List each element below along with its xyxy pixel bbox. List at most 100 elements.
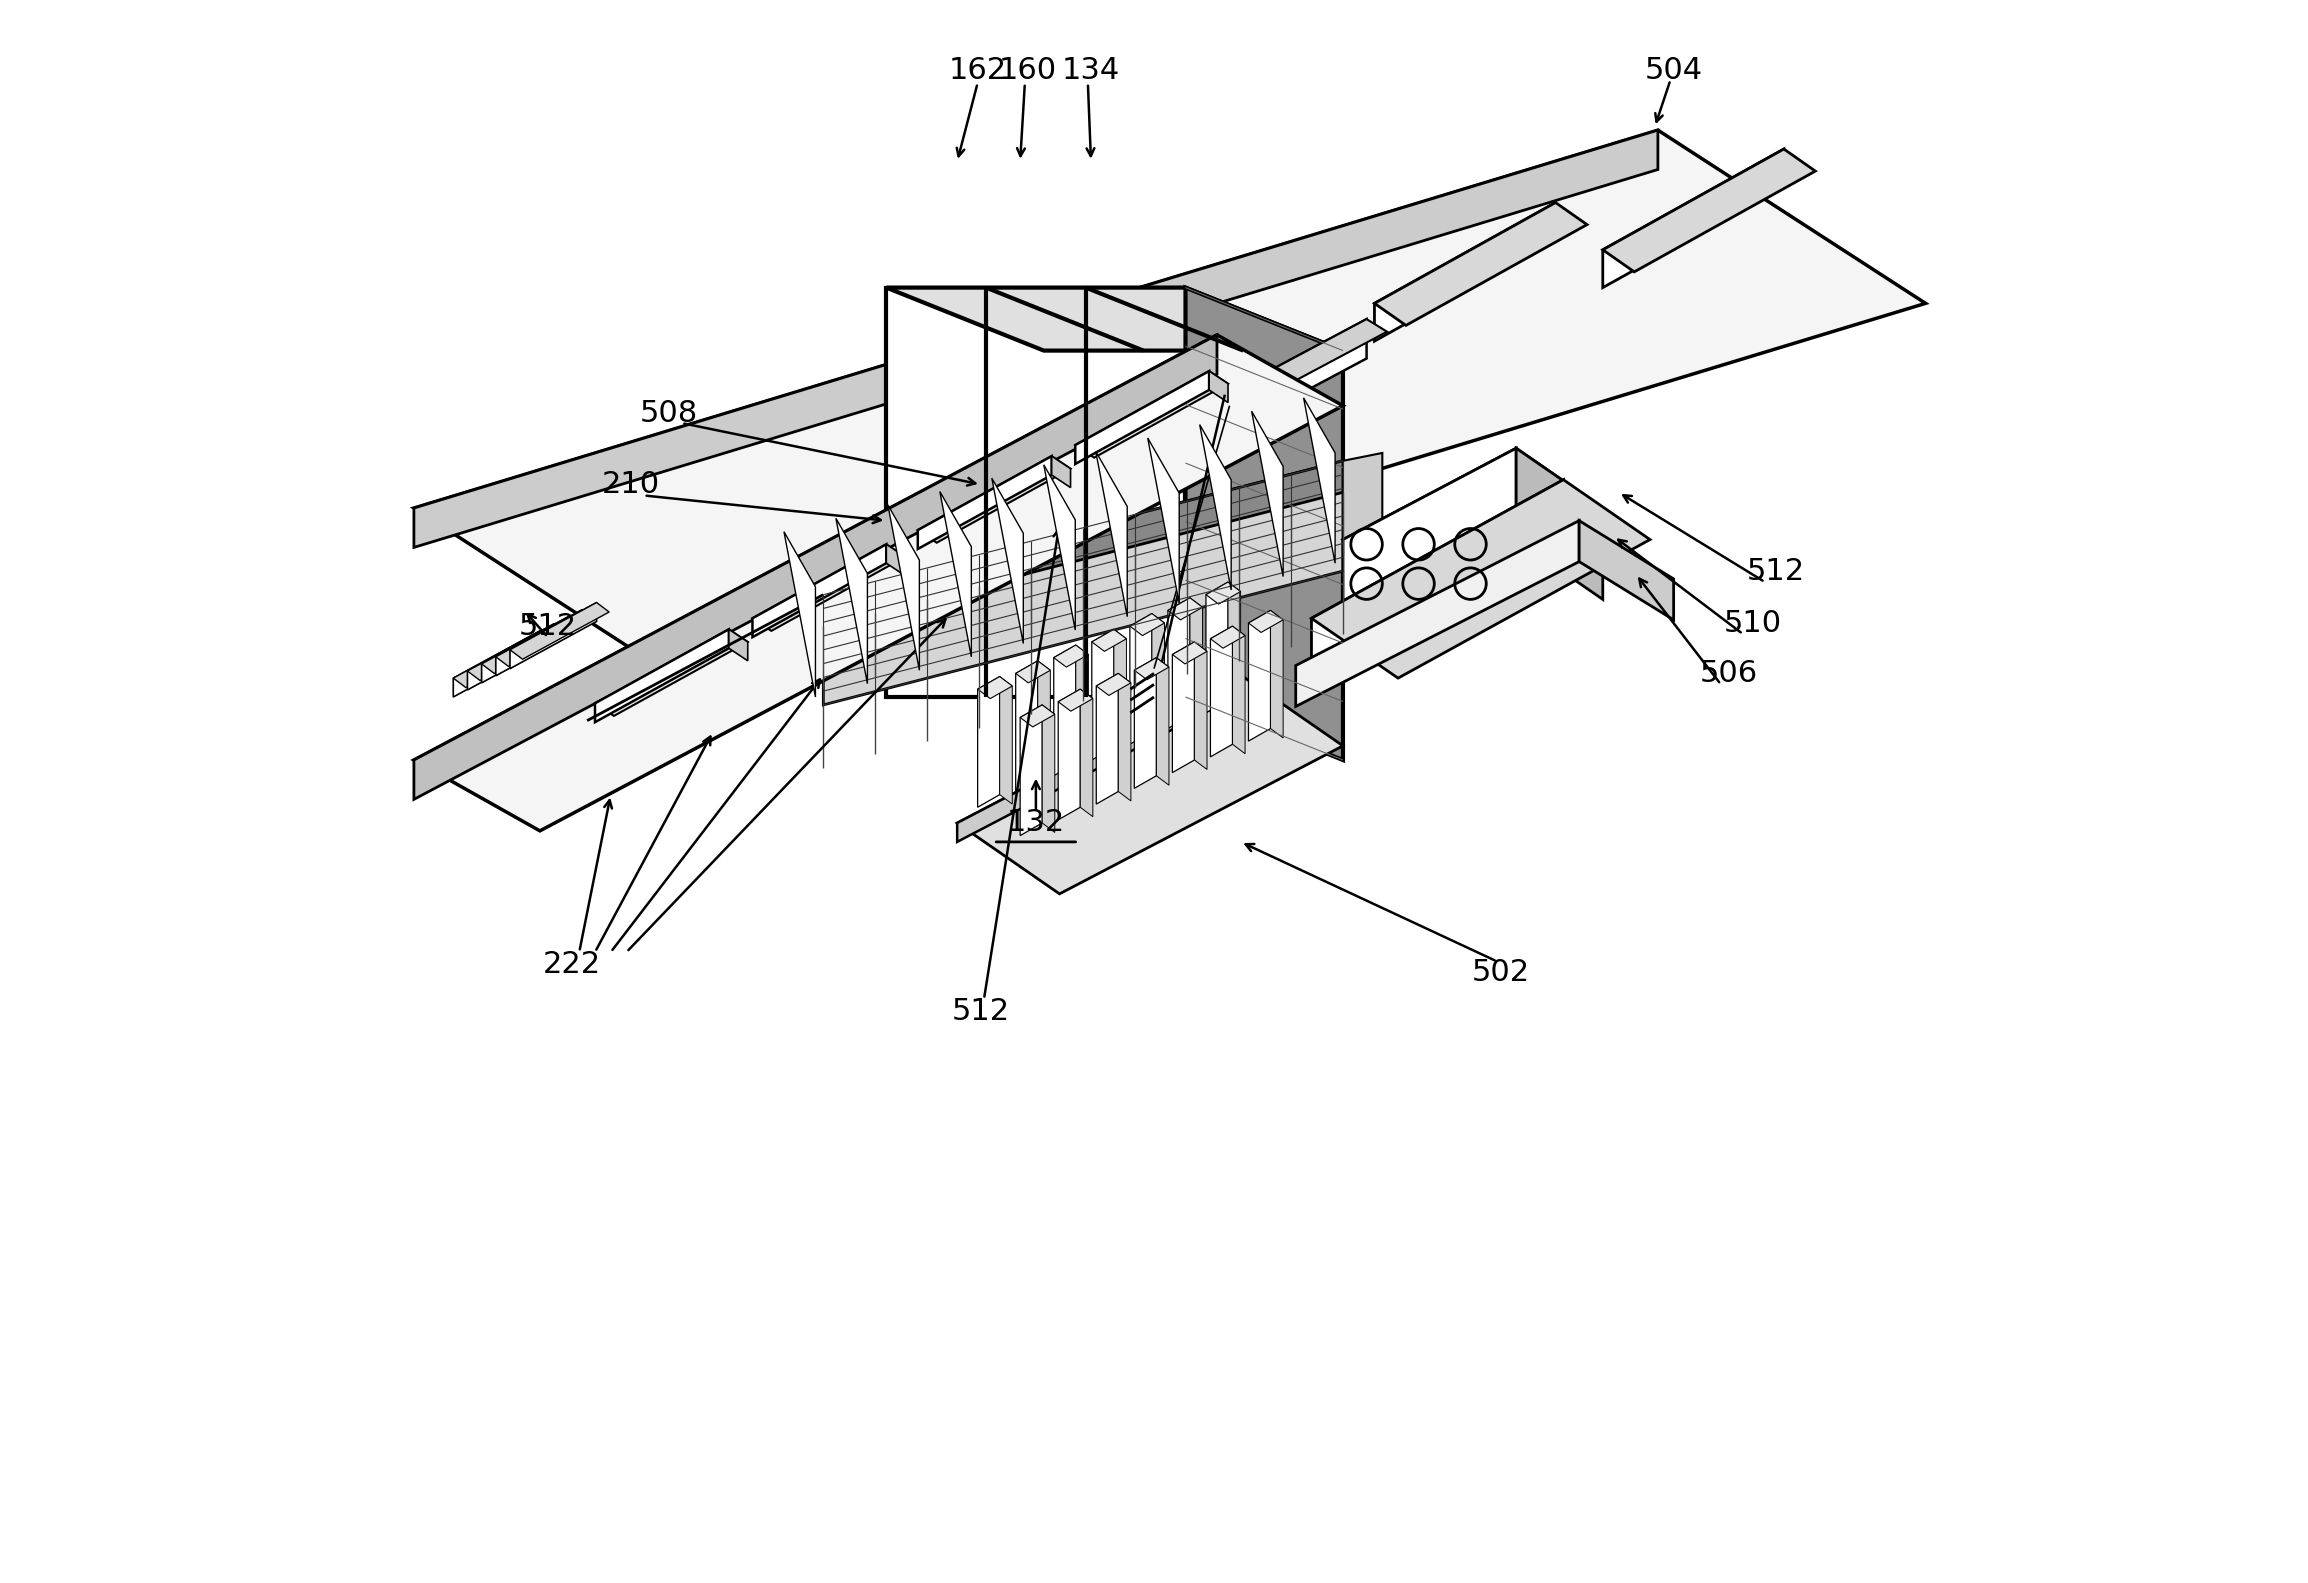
Text: 132: 132	[1006, 809, 1064, 837]
Polygon shape	[1043, 704, 1055, 833]
Polygon shape	[1076, 644, 1089, 773]
Polygon shape	[1133, 657, 1156, 788]
Polygon shape	[595, 630, 748, 716]
Polygon shape	[1039, 660, 1050, 788]
Polygon shape	[1096, 673, 1131, 695]
Polygon shape	[595, 630, 729, 722]
Polygon shape	[958, 674, 1242, 842]
Polygon shape	[1269, 611, 1283, 738]
Polygon shape	[992, 478, 1022, 643]
Polygon shape	[482, 617, 582, 673]
Polygon shape	[1076, 370, 1209, 464]
Polygon shape	[1249, 611, 1283, 633]
Polygon shape	[958, 674, 1343, 894]
Text: 162: 162	[949, 55, 1006, 85]
Text: 134: 134	[1062, 55, 1119, 85]
Polygon shape	[1516, 448, 1602, 600]
Polygon shape	[496, 609, 595, 666]
Polygon shape	[1133, 657, 1168, 679]
Polygon shape	[1196, 643, 1207, 769]
Polygon shape	[1096, 451, 1126, 617]
Polygon shape	[452, 632, 552, 687]
Polygon shape	[886, 545, 905, 576]
Polygon shape	[1209, 627, 1244, 647]
Polygon shape	[1057, 689, 1080, 820]
Polygon shape	[886, 288, 1186, 697]
Polygon shape	[1209, 627, 1232, 757]
Polygon shape	[1076, 370, 1228, 457]
Polygon shape	[1172, 643, 1196, 773]
Polygon shape	[1228, 583, 1242, 709]
Polygon shape	[752, 545, 905, 632]
Polygon shape	[413, 130, 1657, 548]
Polygon shape	[1043, 465, 1076, 630]
Polygon shape	[1147, 438, 1179, 603]
Polygon shape	[835, 518, 868, 684]
Polygon shape	[1249, 611, 1269, 741]
Polygon shape	[1092, 630, 1115, 760]
Polygon shape	[482, 617, 568, 682]
Polygon shape	[1295, 521, 1579, 706]
Polygon shape	[729, 630, 748, 660]
Text: 512: 512	[1747, 557, 1805, 586]
Polygon shape	[1232, 627, 1244, 754]
Polygon shape	[1376, 203, 1556, 342]
Polygon shape	[1200, 424, 1230, 590]
Polygon shape	[1052, 456, 1071, 488]
Polygon shape	[469, 624, 554, 690]
Text: 502: 502	[1473, 958, 1530, 988]
Polygon shape	[1343, 453, 1382, 579]
Text: 510: 510	[1724, 608, 1782, 638]
Polygon shape	[1602, 149, 1816, 272]
Polygon shape	[510, 603, 609, 659]
Polygon shape	[1207, 583, 1242, 605]
Polygon shape	[919, 456, 1071, 543]
Polygon shape	[824, 461, 1343, 704]
Polygon shape	[1156, 657, 1168, 785]
Polygon shape	[1092, 630, 1126, 651]
Polygon shape	[1311, 480, 1563, 659]
Polygon shape	[469, 624, 568, 681]
Text: 508: 508	[639, 399, 697, 427]
Polygon shape	[1131, 614, 1152, 744]
Polygon shape	[1186, 288, 1343, 760]
Polygon shape	[1207, 583, 1228, 712]
Polygon shape	[496, 609, 582, 676]
Polygon shape	[413, 130, 1925, 681]
Polygon shape	[1304, 397, 1334, 564]
Polygon shape	[1191, 598, 1202, 725]
Polygon shape	[452, 632, 540, 697]
Polygon shape	[1119, 673, 1131, 801]
Polygon shape	[1055, 644, 1089, 666]
Polygon shape	[1226, 320, 1366, 434]
Polygon shape	[1080, 689, 1094, 817]
Polygon shape	[1251, 412, 1283, 576]
Polygon shape	[1172, 643, 1207, 663]
Text: 210: 210	[602, 470, 660, 499]
Text: 512: 512	[951, 997, 1011, 1026]
Polygon shape	[1311, 480, 1650, 678]
Polygon shape	[1209, 370, 1228, 402]
Polygon shape	[1131, 614, 1166, 636]
Polygon shape	[1055, 644, 1076, 776]
Polygon shape	[1096, 673, 1119, 804]
Polygon shape	[1226, 320, 1387, 407]
Polygon shape	[889, 505, 919, 670]
Polygon shape	[824, 461, 1343, 627]
Polygon shape	[939, 492, 972, 657]
Polygon shape	[1020, 704, 1055, 727]
Polygon shape	[1057, 689, 1094, 711]
Polygon shape	[919, 456, 1052, 549]
Polygon shape	[510, 603, 595, 668]
Polygon shape	[1579, 521, 1673, 621]
Polygon shape	[752, 545, 886, 638]
Polygon shape	[1020, 704, 1043, 836]
Polygon shape	[1343, 448, 1516, 632]
Text: 222: 222	[542, 950, 600, 980]
Polygon shape	[979, 676, 999, 807]
Polygon shape	[785, 532, 815, 697]
Polygon shape	[1115, 630, 1126, 757]
Polygon shape	[1602, 149, 1784, 288]
Polygon shape	[886, 288, 1343, 350]
Polygon shape	[1168, 598, 1191, 728]
